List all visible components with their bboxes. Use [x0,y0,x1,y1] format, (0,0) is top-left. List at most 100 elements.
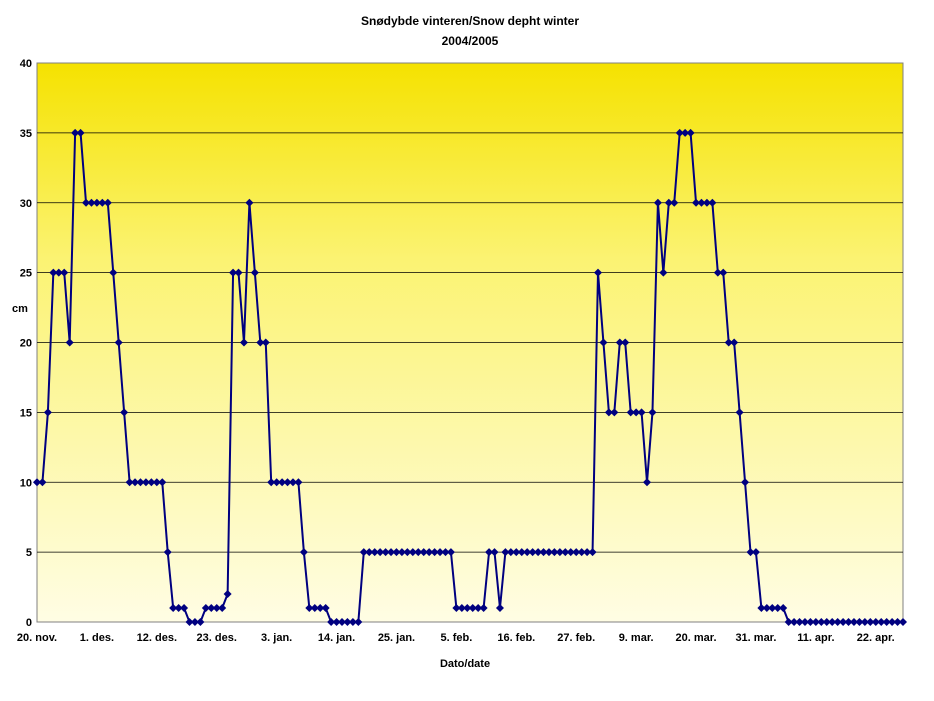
data-point [713,268,722,277]
data-point [288,478,297,487]
data-point [370,548,379,557]
data-point [659,268,668,277]
data-point [261,338,270,347]
x-axis-label: Dato/date [440,658,490,670]
data-point [621,338,630,347]
data-point [299,548,308,557]
data-point [147,478,156,487]
y-tick-label: 35 [20,128,32,140]
x-tick-label: 12. des. [137,632,177,644]
data-point [534,548,543,557]
x-tick-label: 3. jan. [261,632,292,644]
data-point [610,408,619,417]
data-point [708,198,717,207]
data-point [207,604,216,613]
data-point [71,128,80,137]
data-point [446,548,455,557]
data-point [376,548,385,557]
data-point [719,268,728,277]
data-point [180,604,189,613]
data-point [670,198,679,207]
data-point [637,408,646,417]
data-point [397,548,406,557]
data-point [419,548,428,557]
data-point [60,268,69,277]
data-point [833,618,842,626]
data-point [190,618,199,626]
data-point [806,618,815,626]
data-point [278,478,287,487]
data-point [174,604,183,613]
data-point [474,604,483,613]
data-point [773,604,782,613]
chart-subtitle: 2004/2005 [442,34,499,48]
data-point [229,268,238,277]
x-tick-label: 9. mar. [619,632,654,644]
data-point [365,548,374,557]
data-point [626,408,635,417]
x-tick-label: 11. apr. [797,632,834,644]
data-point [577,548,586,557]
data-point [817,618,826,626]
data-point [359,548,368,557]
data-point [452,604,461,613]
data-point [185,618,194,626]
data-point [888,618,897,626]
y-tick-label: 0 [26,617,32,629]
data-point [272,478,281,487]
data-point [604,408,613,417]
data-point [436,548,445,557]
data-point [512,548,521,557]
series-group [33,128,907,626]
data-point [120,408,129,417]
data-point [338,618,347,626]
data-point [762,604,771,613]
data-point [751,548,760,557]
data-point [33,478,41,487]
data-point [463,604,472,613]
data-point [615,338,624,347]
data-point [425,548,434,557]
data-point [746,548,755,557]
data-point [201,604,210,613]
data-point [327,618,336,626]
data-point [87,198,96,207]
data-point [844,618,853,626]
data-point [539,548,548,557]
data-point [54,268,63,277]
x-tick-label: 20. mar. [676,632,717,644]
data-point [256,338,265,347]
x-axis-ticks: 20. nov. 1. des. 12. des. 23. des. 3. jan. 14… [17,632,895,644]
data-point [169,604,178,613]
data-point [321,604,330,613]
data-point [828,618,837,626]
data-point [343,618,352,626]
data-point [877,618,886,626]
data-point [583,548,592,557]
y-tick-label: 15 [20,407,32,419]
x-tick-label: 1. des. [80,632,114,644]
y-tick-label: 10 [20,477,32,489]
data-point [882,618,891,626]
data-point [239,338,248,347]
y-tick-label: 40 [20,58,32,70]
data-point [354,618,363,626]
x-tick-label: 31. mar. [735,632,776,644]
data-point [566,548,575,557]
data-point [76,128,85,137]
data-point [523,548,532,557]
data-point [430,548,439,557]
data-point [648,408,657,417]
data-point [49,268,58,277]
data-point [866,618,875,626]
data-point [741,478,750,487]
data-point [109,268,118,277]
data-point [218,604,227,613]
data-point [588,548,597,557]
data-point [528,548,537,557]
data-point [849,618,858,626]
data-point [899,618,907,626]
data-point [768,604,777,613]
data-point [664,198,673,207]
